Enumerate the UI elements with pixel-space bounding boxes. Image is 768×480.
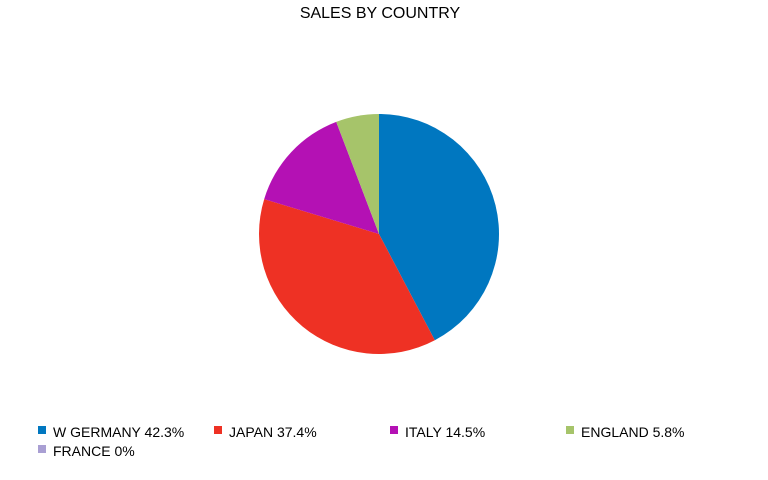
legend-label-japan: JAPAN 37.4%: [229, 424, 317, 440]
legend-swatch-italy: [390, 426, 398, 434]
pie-slice-italy: [264, 121, 379, 234]
legend-label-w-germany: W GERMANY 42.3%: [53, 424, 185, 440]
legend-swatch-japan: [214, 426, 222, 434]
pie-slice-w-germany: [379, 114, 499, 341]
legend-label-england: ENGLAND 5.8%: [581, 424, 685, 440]
legend-label-italy: ITALY 14.5%: [405, 424, 486, 440]
chart-title: SALES BY COUNTRY: [299, 5, 461, 22]
legend-swatch-w-germany: [38, 426, 46, 434]
pie-slice-england: [336, 114, 379, 234]
legend-label-france: FRANCE 0%: [53, 443, 135, 459]
legend-swatch-france: [38, 445, 46, 453]
pie-slice-japan: [259, 199, 435, 354]
legend-swatch-england: [566, 426, 574, 434]
